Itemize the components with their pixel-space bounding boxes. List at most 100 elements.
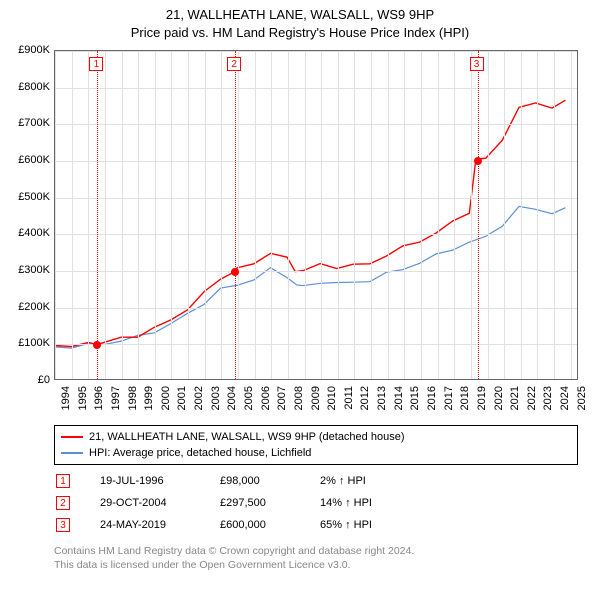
footer: Contains HM Land Registry data © Crown c…: [54, 544, 578, 572]
title-block: 21, WALLHEATH LANE, WALSALL, WS9 9HP Pri…: [0, 0, 600, 42]
x-tick-label: 2025: [576, 386, 588, 426]
gridline-v: [354, 51, 355, 379]
gridline-v: [537, 51, 538, 379]
y-tick-label: £100K: [2, 337, 50, 349]
sale-row-price: £98,000: [220, 475, 320, 487]
gridline-v: [238, 51, 239, 379]
x-tick-label: 2023: [542, 386, 554, 426]
gridline-v: [388, 51, 389, 379]
gridline-v: [221, 51, 222, 379]
x-tick-label: 2007: [276, 386, 288, 426]
x-tick-label: 2001: [176, 386, 188, 426]
sale-marker-dot: [93, 341, 101, 349]
sale-marker-dot: [474, 157, 482, 165]
line-series-svg: [55, 51, 577, 379]
y-tick-label: £700K: [2, 117, 50, 129]
x-tick-label: 2021: [509, 386, 521, 426]
y-tick-label: £200K: [2, 301, 50, 313]
x-tick-label: 2016: [426, 386, 438, 426]
gridline-v: [454, 51, 455, 379]
gridline-v: [55, 51, 56, 379]
sale-marker-box: 2: [227, 57, 241, 71]
x-tick-label: 2006: [260, 386, 272, 426]
gridline-h: [55, 198, 577, 199]
y-tick-label: £800K: [2, 81, 50, 93]
gridline-v: [554, 51, 555, 379]
gridline-v: [504, 51, 505, 379]
sale-row-marker: 3: [56, 518, 70, 532]
legend-label-price-paid: 21, WALLHEATH LANE, WALSALL, WS9 9HP (de…: [89, 431, 404, 443]
x-tick-label: 2000: [160, 386, 172, 426]
gridline-v: [205, 51, 206, 379]
sale-marker-box: 3: [470, 57, 484, 71]
y-tick-label: £300K: [2, 264, 50, 276]
sales-table: 119-JUL-1996£98,0002% ↑ HPI 2 29-OCT-2004£…: [54, 470, 578, 536]
x-tick-label: 2015: [409, 386, 421, 426]
sale-row-pct: 65% ↑ HPI: [320, 519, 400, 531]
sale-row-price: £600,000: [220, 519, 320, 531]
y-tick-label: £400K: [2, 227, 50, 239]
sale-row: 2 29-OCT-2004£297,50014% ↑ HPI: [54, 492, 578, 514]
x-tick-label: 2004: [226, 386, 238, 426]
gridline-v: [122, 51, 123, 379]
title-subtitle: Price paid vs. HM Land Registry's House …: [0, 24, 600, 42]
gridline-v: [271, 51, 272, 379]
gridline-v: [421, 51, 422, 379]
gridline-v: [188, 51, 189, 379]
gridline-v: [571, 51, 572, 379]
x-tick-label: 1998: [127, 386, 139, 426]
x-tick-label: 2003: [210, 386, 222, 426]
y-tick-label: £900K: [2, 44, 50, 56]
sale-row-pct: 14% ↑ HPI: [320, 497, 400, 509]
y-tick-label: £500K: [2, 191, 50, 203]
gridline-v: [305, 51, 306, 379]
legend-item-hpi: HPI: Average price, detached house, Lich…: [61, 445, 571, 461]
legend-label-hpi: HPI: Average price, detached house, Lich…: [89, 447, 311, 459]
gridline-v: [138, 51, 139, 379]
x-tick-label: 2008: [293, 386, 305, 426]
sale-marker-line: [235, 51, 236, 379]
gridline-h: [55, 51, 577, 52]
sale-row-date: 29-OCT-2004: [100, 497, 220, 509]
y-tick-label: £600K: [2, 154, 50, 166]
footer-line2: This data is licensed under the Open Gov…: [54, 558, 578, 572]
sale-row-marker: 2: [56, 496, 70, 510]
x-tick-label: 1997: [110, 386, 122, 426]
gridline-v: [255, 51, 256, 379]
gridline-v: [171, 51, 172, 379]
x-tick-label: 2009: [310, 386, 322, 426]
sale-row: 119-JUL-1996£98,0002% ↑ HPI: [54, 470, 578, 492]
x-tick-label: 1999: [143, 386, 155, 426]
x-tick-label: 2022: [526, 386, 538, 426]
sale-row-pct: 2% ↑ HPI: [320, 475, 400, 487]
x-tick-label: 2005: [243, 386, 255, 426]
gridline-v: [321, 51, 322, 379]
x-tick-label: 2019: [476, 386, 488, 426]
gridline-v: [88, 51, 89, 379]
gridline-h: [55, 234, 577, 235]
x-tick-label: 2024: [559, 386, 571, 426]
gridline-h: [55, 161, 577, 162]
gridline-v: [521, 51, 522, 379]
x-tick-label: 2020: [493, 386, 505, 426]
x-tick-label: 1995: [77, 386, 89, 426]
legend: 21, WALLHEATH LANE, WALSALL, WS9 9HP (de…: [54, 425, 578, 465]
plot-area: 123: [54, 50, 578, 380]
gridline-v: [371, 51, 372, 379]
x-tick-label: 2013: [376, 386, 388, 426]
legend-swatch-hpi: [61, 452, 83, 454]
sale-row-price: £297,500: [220, 497, 320, 509]
gridline-h: [55, 308, 577, 309]
chart-area: 123 199419951996199719981999200020012002…: [0, 44, 600, 424]
x-tick-label: 2017: [443, 386, 455, 426]
title-address: 21, WALLHEATH LANE, WALSALL, WS9 9HP: [0, 6, 600, 24]
gridline-v: [438, 51, 439, 379]
gridline-h: [55, 88, 577, 89]
legend-item-price-paid: 21, WALLHEATH LANE, WALSALL, WS9 9HP (de…: [61, 429, 571, 445]
x-tick-label: 2010: [326, 386, 338, 426]
gridline-v: [155, 51, 156, 379]
x-tick-label: 2011: [343, 386, 355, 426]
gridline-h: [55, 344, 577, 345]
gridline-v: [488, 51, 489, 379]
sale-marker-line: [97, 51, 98, 379]
